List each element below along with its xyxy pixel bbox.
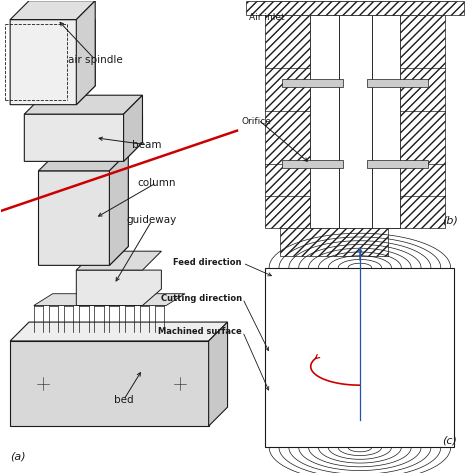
Polygon shape — [10, 322, 228, 341]
Bar — [265, 268, 455, 447]
Text: Cutting direction: Cutting direction — [161, 294, 242, 303]
Text: (c): (c) — [443, 436, 457, 446]
Bar — [367, 160, 428, 167]
Polygon shape — [76, 270, 161, 306]
Circle shape — [356, 422, 363, 429]
Polygon shape — [24, 114, 143, 161]
Circle shape — [123, 283, 134, 295]
Bar — [338, 15, 372, 228]
Bar — [246, 0, 464, 15]
Text: bed: bed — [114, 395, 133, 405]
Polygon shape — [10, 341, 209, 426]
Bar — [310, 15, 338, 228]
Polygon shape — [10, 19, 95, 105]
Bar — [280, 228, 388, 256]
Bar — [265, 15, 338, 228]
Polygon shape — [38, 171, 128, 265]
Polygon shape — [76, 251, 161, 270]
Bar — [372, 15, 400, 228]
Text: air spindle: air spindle — [68, 55, 123, 65]
Polygon shape — [38, 152, 128, 171]
Bar — [282, 160, 343, 167]
Polygon shape — [34, 294, 185, 306]
Polygon shape — [24, 95, 143, 114]
Text: guideway: guideway — [127, 216, 177, 226]
Polygon shape — [109, 152, 128, 265]
Text: Orifice: Orifice — [242, 117, 272, 126]
Text: Feed direction: Feed direction — [173, 258, 242, 267]
Text: beam: beam — [132, 140, 162, 150]
Text: Machined surface: Machined surface — [158, 327, 242, 336]
Bar — [367, 79, 428, 87]
Circle shape — [174, 377, 186, 390]
Polygon shape — [10, 0, 95, 19]
Circle shape — [90, 283, 101, 295]
Bar — [282, 79, 343, 87]
Text: Air inlet: Air inlet — [249, 13, 284, 22]
Circle shape — [37, 377, 49, 390]
Polygon shape — [209, 322, 228, 426]
Polygon shape — [76, 0, 95, 105]
Text: (a): (a) — [10, 452, 26, 462]
Text: (b): (b) — [443, 215, 458, 225]
Polygon shape — [124, 95, 143, 161]
Text: column: column — [137, 178, 176, 188]
Bar — [372, 15, 445, 228]
